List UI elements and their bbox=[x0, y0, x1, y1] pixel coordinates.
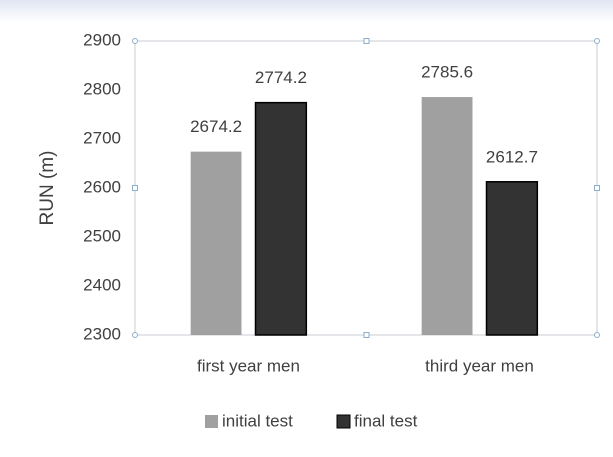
background-strip bbox=[0, 0, 613, 22]
x-tick-label: first year men bbox=[197, 356, 300, 375]
y-tick-label: 2800 bbox=[83, 79, 121, 98]
x-tick-label: third year men bbox=[425, 356, 534, 375]
legend-label: final test bbox=[354, 411, 418, 430]
bar bbox=[421, 97, 473, 335]
legend-swatch bbox=[336, 414, 351, 429]
y-axis-label: RUN (m) bbox=[37, 151, 58, 226]
legend-swatch bbox=[205, 415, 218, 428]
bar bbox=[254, 101, 308, 336]
data-label: 2774.2 bbox=[255, 68, 307, 87]
y-tick-label: 2600 bbox=[83, 177, 121, 196]
bar bbox=[485, 181, 539, 336]
selection-handles bbox=[132, 38, 600, 338]
y-tick-label: 2300 bbox=[83, 324, 121, 343]
legend-label: initial test bbox=[222, 411, 293, 430]
y-tick-label: 2400 bbox=[83, 275, 121, 294]
y-tick-label: 2700 bbox=[83, 128, 121, 147]
y-tick-label: 2900 bbox=[83, 30, 121, 49]
data-label: 2785.6 bbox=[421, 63, 473, 82]
bar bbox=[190, 151, 242, 335]
y-tick-label: 2500 bbox=[83, 226, 121, 245]
data-label: 2612.7 bbox=[486, 147, 538, 166]
data-label: 2674.2 bbox=[190, 117, 242, 136]
